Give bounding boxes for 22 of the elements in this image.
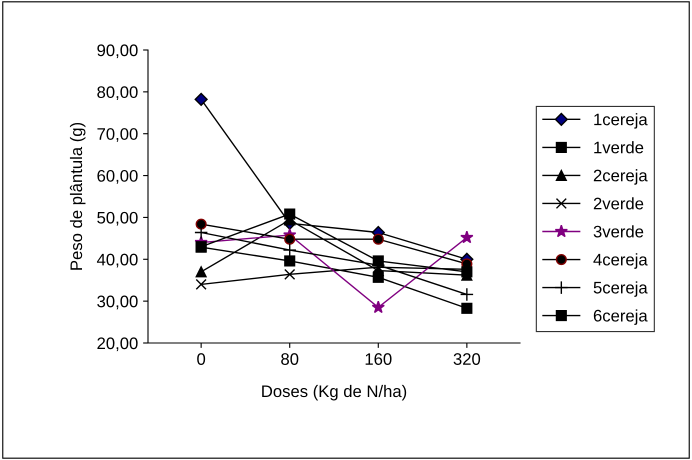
x-axis-title: Doses (Kg de N/ha) [262,384,406,400]
y-axis-title: Peso de plântula (g) [70,122,86,270]
y-tick-label: 90,00 [97,44,138,58]
y-tick-label: 70,00 [97,128,138,142]
legend-label: 6cereja [594,309,648,325]
x-tick-label: 320 [454,353,480,365]
x-tick-label: 0 [197,353,206,365]
legend-label: 3verde [594,225,644,238]
y-tick-label: 20,00 [97,337,138,352]
x-tick-label: 160 [366,353,392,365]
y-tick-label: 40,00 [96,254,138,268]
legend-label: 2cereja [594,169,648,185]
legend-label: 1verde [594,141,644,154]
legend-label: 4cereja [593,253,648,269]
legend-label: 2verde [594,197,644,210]
legend-label: 1cereja [594,113,648,129]
legend-label: 5cereja [594,281,648,297]
y-tick-label: 50,00 [97,212,138,226]
y-tick-label: 60,00 [97,170,138,184]
y-tick-label: 80,00 [97,86,138,100]
y-tick-label: 30,00 [97,296,138,310]
x-tick-label: 80 [281,353,298,365]
